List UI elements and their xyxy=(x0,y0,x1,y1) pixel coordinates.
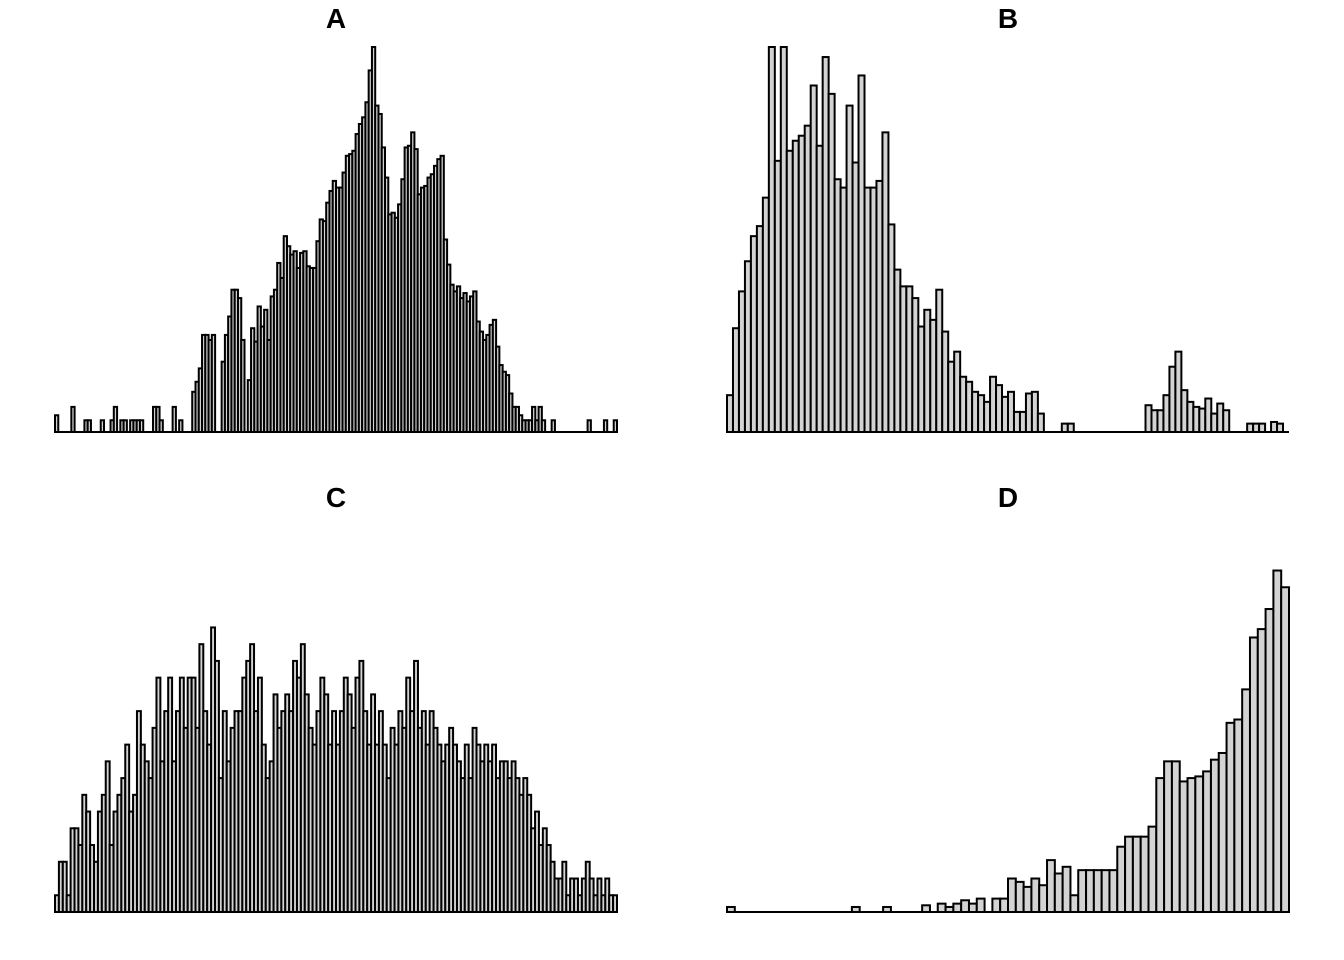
histogram-bar xyxy=(112,405,119,434)
histogram-bar xyxy=(1147,825,1158,914)
histogram-bar xyxy=(1233,718,1244,913)
histogram-bar xyxy=(1061,865,1072,913)
histogram-bar xyxy=(561,860,568,914)
histogram-bar xyxy=(850,905,861,913)
panel-c-bars xyxy=(54,626,618,914)
histogram-bar xyxy=(612,419,618,433)
histogram-bar xyxy=(54,414,60,434)
histogram-bar xyxy=(1053,872,1064,913)
panel-title-a: A xyxy=(326,3,346,34)
histogram-bar xyxy=(882,905,892,913)
histogram-bar xyxy=(1155,777,1166,914)
histogram-bar xyxy=(991,897,1002,913)
histogram-bar xyxy=(1022,885,1033,914)
panel-title-c: C xyxy=(326,482,346,513)
histogram-bar xyxy=(1163,760,1173,913)
histogram-bar xyxy=(540,419,547,433)
histogram-bar xyxy=(1124,835,1134,913)
histogram-bar xyxy=(952,902,963,914)
histogram-bar xyxy=(586,419,592,433)
histogram-bar xyxy=(178,419,184,433)
histogram-bar xyxy=(975,897,986,913)
histogram-bar xyxy=(122,419,128,433)
panel-a-bars xyxy=(54,46,618,434)
histogram-bar xyxy=(104,760,111,913)
histogram-bar xyxy=(1272,569,1283,914)
histogram-bar xyxy=(967,902,978,914)
histogram-bar xyxy=(1276,422,1285,434)
histogram-bar xyxy=(1038,884,1049,913)
histogram-bar xyxy=(1046,859,1056,913)
histogram-bar xyxy=(944,905,955,913)
histogram-bar xyxy=(1014,880,1025,913)
histogram-bar xyxy=(86,419,92,433)
histogram-bar xyxy=(1007,877,1017,914)
histogram-bar xyxy=(1170,760,1181,913)
histogram-bar xyxy=(1108,869,1119,914)
histogram-bar xyxy=(1116,845,1127,913)
histogram-bar xyxy=(1131,835,1142,913)
histogram-bar xyxy=(1258,422,1267,434)
histogram-bar xyxy=(1139,835,1150,913)
panel-title-d: D xyxy=(998,482,1018,513)
histogram-bar xyxy=(1256,628,1267,913)
histogram-bar xyxy=(602,419,609,433)
histogram-bar xyxy=(99,419,106,433)
histogram-bar xyxy=(1036,412,1045,433)
histogram-bar xyxy=(1186,777,1197,914)
histogram-bar xyxy=(240,338,246,433)
histogram-bar xyxy=(960,899,970,914)
histogram-bar xyxy=(1264,608,1275,914)
histogram-bar xyxy=(1209,758,1220,913)
histogram-bar xyxy=(999,897,1010,913)
histogram-bar xyxy=(1100,869,1111,914)
histogram-bar xyxy=(1069,894,1080,914)
histogram-bar xyxy=(1280,586,1290,913)
histogram-bar xyxy=(1202,770,1212,914)
histogram-bar xyxy=(1241,688,1251,913)
histogram-bar xyxy=(1217,751,1228,913)
histogram-bar xyxy=(1092,869,1103,914)
histogram-bar xyxy=(1077,869,1088,914)
histogram-bar xyxy=(1248,636,1259,913)
histogram-bar xyxy=(1178,780,1189,913)
panel-title-b: B xyxy=(998,3,1018,34)
histogram-bar xyxy=(1066,422,1075,434)
panel-d-bars xyxy=(726,569,1290,914)
histogram-bar xyxy=(171,405,177,434)
histogram-bar xyxy=(1030,877,1041,914)
histogram-bar xyxy=(936,902,947,914)
panel-b-bars xyxy=(726,46,1289,434)
histogram-bar xyxy=(1225,721,1236,913)
histogram-bar xyxy=(61,860,68,914)
histogram-bar xyxy=(550,419,556,433)
histogram-bar xyxy=(921,904,931,913)
histogram-bar xyxy=(210,333,217,433)
histogram-bar xyxy=(138,419,145,433)
histogram-bar xyxy=(70,405,76,434)
histogram-bar xyxy=(612,894,618,914)
histogram-bar xyxy=(1085,869,1095,914)
histogram-bar xyxy=(726,905,736,913)
histogram-bar xyxy=(158,419,164,433)
histogram-bar xyxy=(1194,775,1205,913)
histogram-bar xyxy=(1030,390,1039,433)
histogram-bar xyxy=(1222,409,1231,433)
